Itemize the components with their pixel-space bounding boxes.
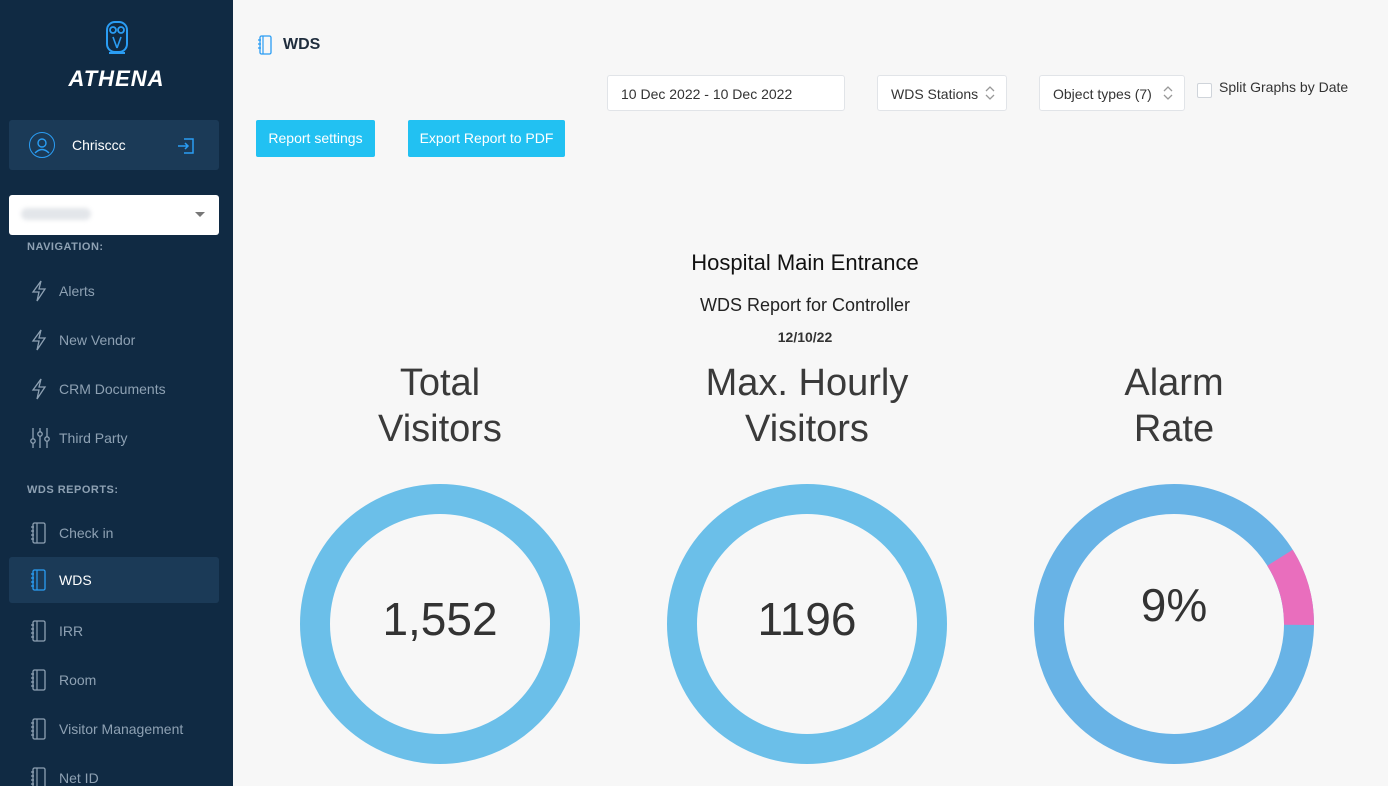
updown-chevron-icon (1163, 86, 1173, 100)
sidebar-item-label: Third Party (59, 430, 128, 446)
bolt-icon (31, 378, 47, 400)
date-range-picker[interactable]: 10 Dec 2022 - 10 Dec 2022 (607, 75, 845, 111)
sidebar-item-label: IRR (59, 623, 84, 639)
report-subtitle: WDS Report for Controller (699, 295, 911, 315)
wds-reports-section-label: WDS REPORTS: (27, 484, 119, 496)
donut-chart (1034, 484, 1314, 764)
kpi-title: Alarm Rate (1124, 362, 1224, 450)
sidebar-item-net-id[interactable]: Net ID (9, 755, 219, 786)
chevron-down-icon (195, 212, 205, 217)
donut-ring (300, 484, 580, 764)
kpi-title: Max. Hourly Visitors (705, 362, 909, 450)
sidebar-item-label: Alerts (59, 283, 95, 299)
sidebar-item-crm-documents[interactable]: CRM Documents (9, 366, 219, 412)
sidebar-item-check-in[interactable]: Check in (9, 510, 219, 556)
notebook-icon (31, 620, 46, 642)
wds-stations-select[interactable]: WDS Stations (877, 75, 1007, 111)
redacted-value (21, 208, 91, 220)
kpi-total-visitors: Total Visitors 1,552 (290, 360, 590, 764)
sidebar-item-wds[interactable]: WDS (9, 557, 219, 603)
kpi-alarm-rate: Alarm Rate 9% (1024, 360, 1324, 764)
sliders-icon (30, 428, 50, 448)
notebook-icon (31, 767, 46, 786)
wds-stations-value: WDS Stations (891, 86, 979, 102)
sidebar-item-label: WDS (59, 572, 92, 588)
sidebar-item-third-party[interactable]: Third Party (9, 415, 219, 461)
sidebar-item-alerts[interactable]: Alerts (9, 268, 219, 314)
sidebar-item-new-vendor[interactable]: New Vendor (9, 317, 219, 363)
donut-ring (667, 484, 947, 764)
sidebar-item-label: Room (59, 672, 97, 688)
split-graphs-checkbox[interactable] (1197, 83, 1212, 98)
notebook-icon (31, 569, 46, 591)
sidebar-item-label: New Vendor (59, 332, 136, 348)
app-logo[interactable]: ATHENA (0, 20, 233, 92)
kpi-value: 1196 (757, 593, 857, 645)
sidebar-item-label: Net ID (59, 770, 99, 786)
notebook-icon (31, 522, 46, 544)
sidebar-item-visitor-management[interactable]: Visitor Management (9, 706, 219, 752)
user-avatar-icon (29, 132, 55, 158)
sidebar: ATHENA Chrisccc NAVIGATION: Alerts New V… (0, 0, 233, 786)
logout-icon[interactable] (176, 136, 196, 156)
report-settings-button[interactable]: Report settings (256, 120, 375, 157)
bolt-icon (31, 329, 47, 351)
bolt-icon (31, 280, 47, 302)
notebook-icon (31, 669, 46, 691)
report-date: 12/10/22 (777, 329, 833, 345)
organization-select[interactable] (9, 195, 219, 235)
sidebar-item-room[interactable]: Room (9, 657, 219, 703)
export-pdf-button[interactable]: Export Report to PDF (408, 120, 565, 157)
date-range-value: 10 Dec 2022 - 10 Dec 2022 (621, 86, 793, 102)
sidebar-item-label: CRM Documents (59, 381, 166, 397)
owl-logo-icon (105, 21, 128, 54)
notebook-icon (258, 35, 272, 55)
notebook-icon (31, 718, 46, 740)
object-types-select[interactable]: Object types (7) (1039, 75, 1185, 111)
report-location-title: Hospital Main Entrance (691, 250, 919, 275)
kpi-value: 1,552 (382, 593, 498, 645)
app-name: ATHENA (68, 66, 165, 91)
user-name: Chrisccc (72, 137, 126, 153)
split-graphs-label[interactable]: Split Graphs by Date (1219, 79, 1349, 95)
page-title: WDS (283, 36, 321, 53)
sidebar-item-label: Check in (59, 525, 114, 541)
kpi-value: 9% (1140, 579, 1208, 631)
user-card[interactable]: Chrisccc (9, 120, 219, 170)
sidebar-item-irr[interactable]: IRR (9, 608, 219, 654)
kpi-max-hourly-visitors: Max. Hourly Visitors 1196 (657, 360, 957, 764)
donut-chart (667, 484, 947, 764)
sidebar-item-label: Visitor Management (59, 721, 184, 737)
updown-chevron-icon (985, 86, 995, 100)
object-types-value: Object types (7) (1053, 86, 1152, 102)
donut-chart (300, 484, 580, 764)
navigation-section-label: NAVIGATION: (27, 241, 104, 253)
kpi-title: Total Visitors (378, 362, 502, 450)
